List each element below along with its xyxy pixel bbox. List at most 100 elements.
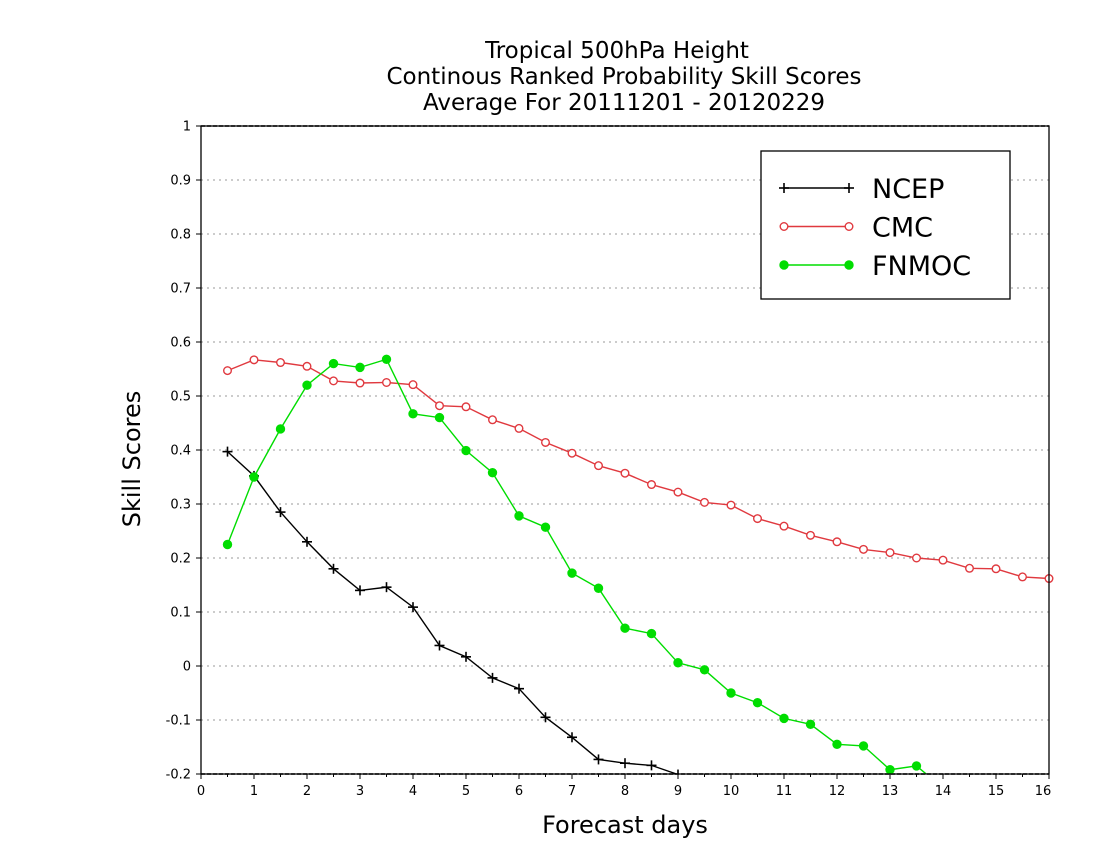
x-tick-label: 14 — [935, 784, 952, 799]
y-tick-label: -0.2 — [166, 768, 191, 783]
x-tick-label: 15 — [988, 784, 1005, 799]
data-point-cmc — [408, 380, 418, 390]
data-point-ncep — [567, 732, 577, 743]
data-point-ncep — [381, 582, 392, 593]
x-tick-label: 0 — [197, 784, 205, 799]
legend-marker-fnmoc — [779, 260, 789, 270]
data-point-ncep — [355, 585, 365, 596]
chart-title-line-2: Continous Ranked Probability Skill Score… — [386, 64, 861, 90]
y-tick-label: 0 — [183, 660, 191, 675]
data-point-ncep — [408, 602, 418, 613]
data-point-ncep — [487, 672, 498, 683]
data-point-ncep — [620, 758, 630, 769]
legend-label-ncep: NCEP — [872, 174, 944, 205]
data-point-cmc — [222, 366, 232, 376]
data-point-cmc — [488, 415, 498, 425]
series-ncep — [222, 446, 683, 774]
y-tick-label: 0.8 — [170, 228, 191, 243]
data-point-fnmoc — [514, 511, 524, 521]
y-tick-label: 0.3 — [170, 498, 191, 513]
data-point-fnmoc — [620, 623, 630, 633]
data-point-ncep — [302, 536, 312, 547]
data-point-cmc — [355, 378, 365, 388]
x-tick-label: 9 — [674, 784, 682, 799]
data-point-cmc — [912, 553, 922, 563]
x-axis-title: Forecast days — [542, 811, 708, 839]
data-point-fnmoc — [911, 761, 922, 771]
data-point-ncep — [275, 507, 286, 518]
data-point-ncep — [593, 754, 604, 765]
data-point-fnmoc — [540, 522, 551, 532]
y-tick-label: 0.4 — [170, 444, 191, 459]
data-point-cmc — [753, 514, 763, 524]
data-point-fnmoc — [302, 380, 312, 390]
data-point-fnmoc — [726, 688, 736, 698]
x-tick-label: 3 — [356, 784, 364, 799]
x-tick-label: 1 — [250, 784, 258, 799]
x-tick-label: 10 — [723, 784, 740, 799]
data-point-fnmoc — [408, 409, 418, 419]
data-point-fnmoc — [355, 362, 365, 373]
data-point-ncep — [646, 760, 657, 771]
chart-title: Tropical 500hPa Height Continous Ranked … — [386, 38, 861, 116]
data-point-cmc — [779, 521, 789, 531]
data-point-fnmoc — [832, 739, 842, 749]
chart-title-line-3: Average For 20111201 - 20120229 — [423, 90, 825, 116]
y-tick-label: 0.1 — [170, 606, 191, 621]
x-tick-label: 8 — [621, 784, 629, 799]
data-point-cmc — [276, 358, 286, 368]
data-point-fnmoc — [885, 764, 895, 774]
x-tick-label: 5 — [462, 784, 470, 799]
legend-marker-cmc — [844, 221, 854, 231]
legend-marker-cmc — [779, 221, 789, 231]
data-point-fnmoc — [752, 698, 763, 708]
legend-marker-fnmoc — [844, 260, 854, 270]
legend-label-cmc: CMC — [872, 213, 933, 244]
data-point-cmc — [726, 500, 736, 510]
x-tick-label: 12 — [829, 784, 846, 799]
data-point-cmc — [249, 355, 259, 365]
data-point-cmc — [832, 537, 842, 547]
data-point-ncep — [461, 651, 471, 662]
data-point-cmc — [700, 497, 710, 507]
data-point-fnmoc — [222, 539, 233, 550]
data-point-cmc — [302, 361, 312, 371]
x-axis: 0 1 2 3 4 5 6 7 8 9 10 11 12 13 14 15 16 — [197, 774, 1051, 799]
data-point-cmc — [647, 480, 657, 490]
x-tick-label: 11 — [776, 784, 793, 799]
x-tick-label: 7 — [568, 784, 576, 799]
legend-label-fnmoc: FNMOC — [872, 251, 971, 282]
y-tick-label: -0.1 — [166, 714, 191, 729]
y-tick-label: 0.2 — [170, 552, 191, 567]
data-point-cmc — [938, 555, 948, 565]
data-point-cmc — [461, 402, 471, 412]
data-point-fnmoc — [328, 358, 339, 369]
data-point-fnmoc — [646, 628, 657, 639]
data-point-ncep — [540, 712, 551, 723]
data-point-cmc — [620, 468, 630, 478]
series-fnmoc — [222, 354, 928, 774]
data-point-fnmoc — [381, 354, 392, 364]
data-point-fnmoc — [275, 424, 286, 434]
data-point-cmc — [806, 530, 816, 540]
legend-marker-ncep — [779, 183, 789, 193]
data-point-fnmoc — [434, 412, 445, 423]
data-point-cmc — [541, 437, 551, 447]
series-layer — [222, 354, 1054, 774]
data-point-fnmoc — [699, 665, 710, 675]
y-tick-label: 0.5 — [170, 390, 191, 405]
data-point-ncep — [434, 640, 445, 651]
chart-title-line-1: Tropical 500hPa Height — [484, 38, 749, 64]
data-point-fnmoc — [805, 719, 816, 730]
series-cmc — [222, 355, 1054, 584]
data-point-cmc — [1018, 572, 1028, 582]
y-tick-label: 0.6 — [170, 336, 191, 351]
x-tick-label: 2 — [303, 784, 311, 799]
data-point-fnmoc — [593, 583, 604, 593]
y-tick-label: 0.7 — [170, 282, 191, 297]
data-point-cmc — [514, 423, 524, 433]
data-point-cmc — [965, 563, 975, 573]
data-point-fnmoc — [858, 741, 869, 751]
data-point-ncep — [328, 563, 339, 574]
